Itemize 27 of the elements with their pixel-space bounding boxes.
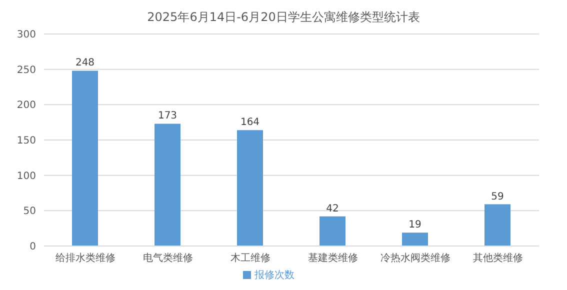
y-tick-label: 100	[16, 170, 36, 182]
data-label: 42	[326, 203, 339, 214]
x-tick-label: 电气类维修	[142, 252, 193, 264]
chart-title: 2025年6月14日-6月20日学生公寓维修类型统计表	[146, 9, 421, 26]
x-tick-label: 给排水类维修	[55, 252, 116, 264]
data-label: 248	[75, 58, 95, 69]
x-tick-label: 冷热水阀类维修	[380, 252, 450, 264]
data-label: 164	[240, 117, 260, 128]
bar	[154, 124, 180, 246]
bar	[320, 216, 346, 246]
bar	[402, 232, 428, 246]
x-tick-label: 基建类维修	[308, 252, 358, 264]
bar	[484, 204, 510, 246]
data-label: 19	[408, 220, 422, 231]
y-tick-label: 300	[16, 30, 36, 41]
x-tick-label: 其他类维修	[472, 252, 523, 264]
data-label: 59	[491, 191, 504, 202]
data-label: 173	[158, 110, 178, 122]
x-tick-label: 木工维修	[230, 252, 270, 264]
bar	[72, 70, 98, 246]
legend-label: 报修次数	[254, 270, 294, 281]
y-tick-label: 50	[23, 206, 36, 218]
y-tick-label: 250	[16, 64, 36, 76]
bar	[237, 130, 263, 246]
y-tick-label: 200	[16, 100, 36, 112]
y-tick-label: 150	[16, 136, 36, 147]
y-tick-label: 0	[30, 242, 36, 253]
